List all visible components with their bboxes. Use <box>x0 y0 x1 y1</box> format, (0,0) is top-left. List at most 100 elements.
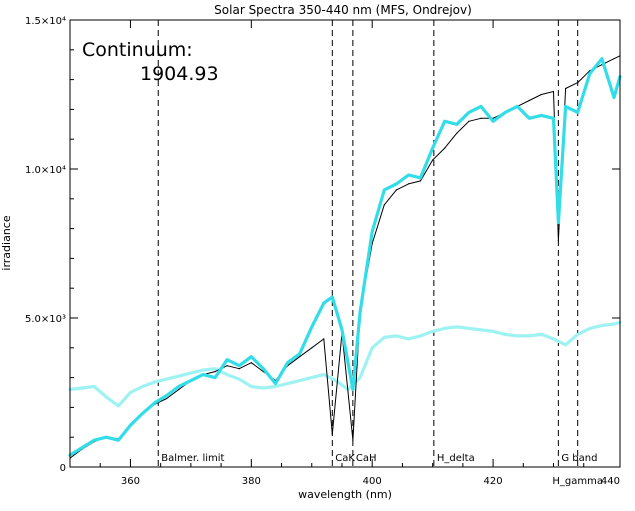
data-point <box>588 72 591 75</box>
y-tick-label: 1.0×10⁴ <box>25 165 66 176</box>
x-tick-label: 440 <box>601 476 620 487</box>
data-point <box>456 132 458 134</box>
data-point <box>564 343 567 346</box>
data-point <box>189 371 193 375</box>
data-point <box>213 376 217 379</box>
data-point <box>491 120 495 123</box>
plot-frame <box>69 19 621 468</box>
data-point <box>383 336 386 339</box>
data-point <box>165 394 168 397</box>
data-point <box>238 368 240 370</box>
data-point <box>528 99 530 102</box>
data-point <box>358 376 362 379</box>
data-point <box>540 114 543 117</box>
continuum-label: Continuum: <box>82 39 193 61</box>
data-point <box>225 373 229 376</box>
data-point <box>331 295 334 299</box>
data-point <box>443 327 446 330</box>
data-point <box>577 82 579 84</box>
series-layer <box>68 55 622 459</box>
data-point <box>311 347 313 349</box>
data-point <box>383 188 386 192</box>
data-point <box>331 433 333 435</box>
data-point <box>395 189 397 191</box>
data-point <box>479 105 483 108</box>
data-point <box>298 379 301 382</box>
data-point <box>432 159 434 161</box>
data-point <box>557 239 560 242</box>
axis-ticks: 360 380 400 420 440 0 5.0×10³ 1.0×10⁴ 1.5×10⁴ <box>25 16 620 487</box>
data-point <box>504 333 507 336</box>
reference-line-label: Balmer. limit <box>161 453 224 464</box>
data-point <box>431 146 434 150</box>
data-point <box>274 385 277 388</box>
data-point <box>238 377 241 381</box>
data-point <box>443 120 446 123</box>
y-tick-label: 5.0×10³ <box>25 314 66 325</box>
data-point <box>105 436 108 439</box>
data-point <box>141 412 144 415</box>
data-point <box>166 397 168 400</box>
data-point <box>238 364 241 367</box>
data-point <box>455 123 458 126</box>
data-point <box>528 117 531 120</box>
data-point <box>504 111 507 114</box>
x-tick-label: 420 <box>484 476 503 487</box>
data-point <box>322 301 325 305</box>
data-point <box>201 373 205 376</box>
data-point <box>419 176 422 180</box>
data-point <box>250 385 253 388</box>
data-point <box>80 386 84 390</box>
reference-line-label: H_delta <box>437 453 475 464</box>
data-point <box>552 117 555 120</box>
data-point <box>226 365 228 367</box>
data-point <box>117 404 120 408</box>
data-point <box>334 379 338 382</box>
series-line <box>68 57 622 457</box>
data-point <box>105 395 108 399</box>
reference-line-label: G band <box>561 453 597 464</box>
data-point <box>480 117 482 119</box>
y-tick-label: 0 <box>60 463 66 474</box>
reference-line-label: CaK <box>335 453 355 464</box>
data-point <box>351 388 355 391</box>
data-point <box>352 439 354 441</box>
data-point <box>516 105 519 108</box>
data-point <box>516 334 519 338</box>
data-point <box>178 388 180 391</box>
data-point <box>479 328 483 332</box>
data-point <box>165 377 168 381</box>
data-point <box>407 337 410 341</box>
x-axis-label: wavelength (nm) <box>298 488 392 501</box>
data-point <box>322 373 325 376</box>
data-point <box>129 424 132 427</box>
reference-lines: Balmer. limit CaK CaH H_delta G band H_gamma <box>157 20 603 487</box>
data-point <box>299 356 301 358</box>
y-axis-label: irradiance <box>0 215 13 270</box>
data-point <box>153 401 156 405</box>
data-point <box>298 352 301 355</box>
data-point <box>588 327 591 330</box>
data-point <box>576 333 579 336</box>
data-point <box>613 58 615 60</box>
data-point <box>310 376 313 379</box>
data-point <box>407 183 410 185</box>
data-point <box>340 328 344 332</box>
data-point <box>528 334 531 338</box>
data-point <box>117 439 120 442</box>
data-point <box>467 327 471 330</box>
data-point <box>201 368 205 372</box>
data-point <box>419 180 422 182</box>
data-point <box>612 322 616 326</box>
data-point <box>383 204 385 206</box>
x-tick-label: 360 <box>121 476 140 487</box>
data-point <box>93 385 96 388</box>
data-point <box>419 334 422 338</box>
data-point <box>323 338 325 340</box>
data-point <box>407 173 410 177</box>
data-point <box>612 96 616 99</box>
data-point <box>491 330 495 333</box>
data-point <box>141 385 144 388</box>
data-point <box>286 361 289 364</box>
data-point <box>225 358 229 361</box>
